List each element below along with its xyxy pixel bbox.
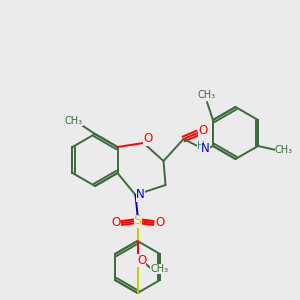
Text: CH₃: CH₃ (151, 264, 169, 274)
Text: O: O (143, 133, 152, 146)
Text: S: S (134, 214, 142, 227)
Text: CH₃: CH₃ (198, 90, 216, 100)
Text: CH₃: CH₃ (275, 145, 293, 155)
Text: N: N (201, 142, 210, 155)
Text: O: O (111, 217, 120, 230)
Text: O: O (137, 254, 146, 266)
Text: O: O (198, 124, 207, 136)
Text: N: N (136, 188, 145, 202)
Text: CH₃: CH₃ (65, 116, 83, 126)
Text: O: O (155, 217, 164, 230)
Text: H: H (196, 141, 204, 151)
